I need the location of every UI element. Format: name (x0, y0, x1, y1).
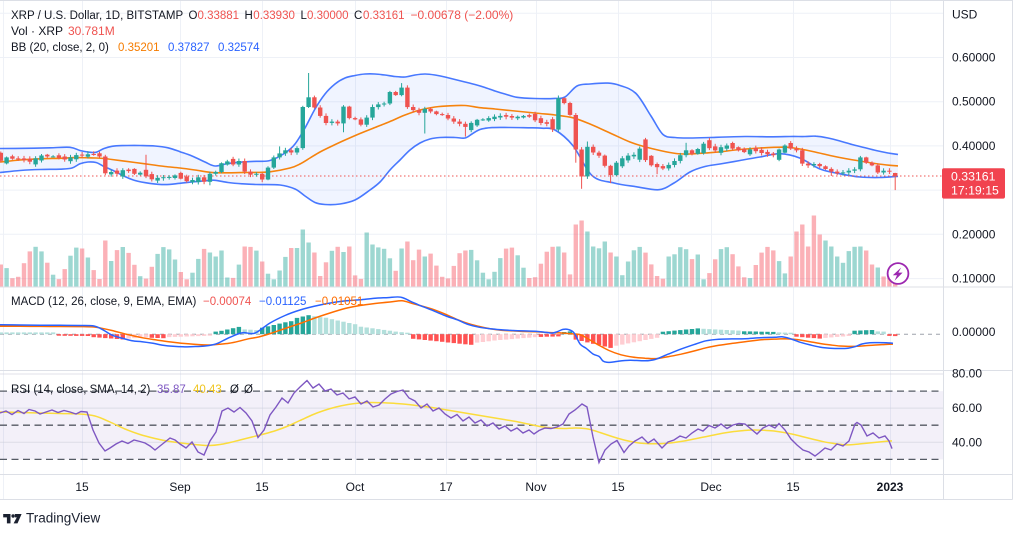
svg-text:40.43: 40.43 (193, 384, 222, 396)
svg-text:15: 15 (786, 480, 800, 494)
svg-text:MACD (12, 26, close, 9, EMA, E: MACD (12, 26, close, 9, EMA, EMA) (11, 296, 197, 308)
svg-text:0.50000: 0.50000 (952, 95, 996, 109)
svg-text:0.30000: 0.30000 (307, 10, 349, 22)
svg-text:USD: USD (952, 8, 978, 22)
svg-text:0.10000: 0.10000 (952, 272, 996, 286)
svg-text:0.00000: 0.00000 (952, 325, 996, 339)
svg-text:30.781M: 30.781M (68, 24, 115, 38)
svg-text:0.40000: 0.40000 (952, 139, 996, 153)
svg-text:2023: 2023 (877, 480, 904, 494)
svg-text:XRP / U.S. Dollar, 1D, BITSTAM: XRP / U.S. Dollar, 1D, BITSTAMP (11, 10, 183, 22)
svg-text:Sep: Sep (169, 480, 191, 494)
svg-text:−0.00074: −0.00074 (203, 296, 252, 308)
svg-text:−0.00678 (−2.00%): −0.00678 (−2.00%) (411, 8, 514, 22)
svg-text:0.33161: 0.33161 (951, 169, 996, 183)
svg-text:Oct: Oct (346, 480, 365, 494)
svg-text:80.00: 80.00 (952, 367, 982, 381)
svg-text:15: 15 (611, 480, 625, 494)
svg-text:−0.01051: −0.01051 (315, 296, 363, 308)
svg-text:RSI (14, close, SMA, 14, 2): RSI (14, close, SMA, 14, 2) (11, 384, 151, 396)
svg-text:0.20000: 0.20000 (952, 227, 996, 241)
svg-text:0.32574: 0.32574 (218, 42, 260, 54)
svg-text:35.87: 35.87 (157, 384, 186, 396)
svg-text:O: O (189, 10, 198, 22)
svg-text:Nov: Nov (525, 480, 546, 494)
svg-text:15: 15 (75, 480, 89, 494)
svg-text:0.37827: 0.37827 (168, 42, 210, 54)
svg-text:C: C (354, 10, 362, 22)
svg-text:0.33930: 0.33930 (253, 10, 295, 22)
svg-text:40.00: 40.00 (952, 435, 982, 449)
svg-text:TradingView: TradingView (26, 511, 101, 526)
svg-text:17:19:15: 17:19:15 (951, 184, 999, 198)
svg-text:L: L (301, 10, 308, 22)
svg-text:Ø: Ø (244, 384, 253, 396)
svg-text:0.33881: 0.33881 (198, 10, 240, 22)
svg-text:Vol · XRP: Vol · XRP (11, 24, 63, 38)
svg-text:0.33161: 0.33161 (363, 10, 405, 22)
svg-text:−0.01125: −0.01125 (259, 296, 306, 308)
svg-text:0.35201: 0.35201 (118, 42, 160, 54)
svg-text:15: 15 (255, 480, 269, 494)
svg-text:Dec: Dec (700, 480, 721, 494)
svg-text:H: H (245, 10, 253, 22)
svg-text:60.00: 60.00 (952, 401, 982, 415)
svg-text:17: 17 (439, 480, 453, 494)
svg-text:Ø: Ø (230, 384, 239, 396)
svg-text:BB (20, close, 2, 0): BB (20, close, 2, 0) (11, 42, 109, 54)
svg-text:0.60000: 0.60000 (952, 51, 996, 65)
